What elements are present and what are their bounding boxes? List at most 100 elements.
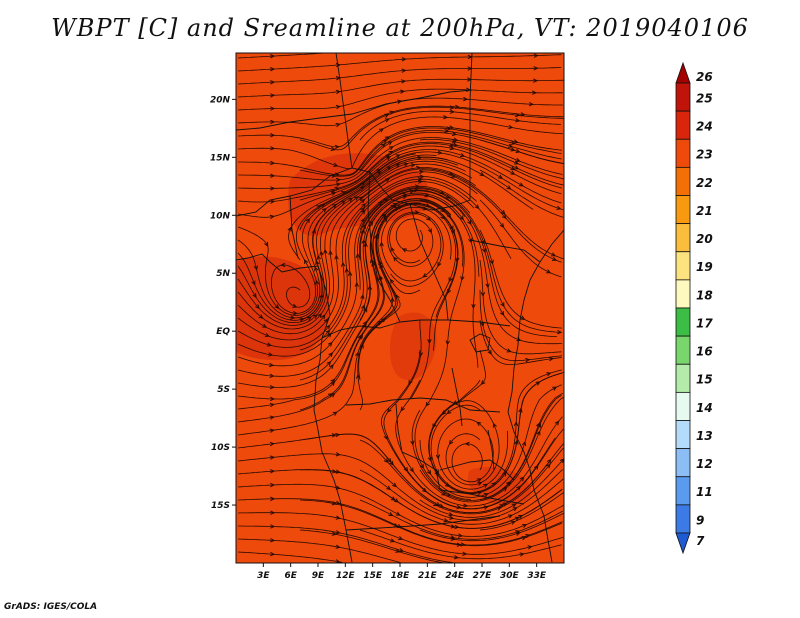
streamline (237, 453, 563, 521)
colorbar-swatch (675, 166, 691, 196)
colorbar-label: 17 (696, 316, 713, 330)
streamline (414, 199, 471, 500)
lat-tick-label: 15S (211, 501, 230, 511)
streamline (479, 139, 564, 165)
border-i (395, 403, 441, 491)
colorbar: 26 25 24 23 22 21 20 19 18 17 16 15 14 13 12 11 9 7 (675, 61, 713, 555)
colorbar-swatch (675, 279, 691, 309)
streamline (299, 143, 563, 201)
streamline (437, 418, 509, 490)
streamline (237, 67, 562, 85)
colorbar-swatch (675, 307, 691, 337)
border-d (367, 171, 401, 323)
streamline (237, 153, 416, 316)
lat-tick-label: 5N (216, 269, 230, 279)
colorbar-swatch (675, 420, 691, 450)
colorbar-label: 19 (696, 260, 713, 274)
lon-tick-label: 9E (312, 571, 325, 581)
colorbar-label: 9 (696, 513, 704, 527)
coastline-east (507, 229, 564, 563)
streamline (299, 106, 564, 151)
colorbar-label: 15 (696, 373, 713, 387)
border-e (409, 203, 449, 321)
colorbar-label: 13 (696, 429, 713, 443)
streamline (299, 200, 464, 411)
border-n (289, 195, 299, 259)
lake-malawi (487, 429, 495, 471)
lake-tanganyika (451, 367, 463, 427)
streamline (419, 513, 564, 542)
credit-text: GrADS: IGES/COLA (4, 602, 98, 612)
colorbar-swatch (675, 138, 691, 168)
country-boundaries (236, 53, 564, 563)
streamline (395, 379, 563, 507)
lon-tick-label: 15E (363, 571, 383, 581)
streamline (299, 127, 562, 177)
colorbar-swatch (675, 223, 691, 253)
streamline (430, 369, 562, 493)
streamline (299, 192, 480, 381)
colorbar-label: 23 (696, 148, 713, 162)
streamline (238, 126, 562, 176)
streamline (419, 458, 564, 518)
streamline (237, 54, 562, 72)
border-o (469, 239, 541, 263)
colorbar-swatch (675, 391, 691, 421)
streamline (237, 198, 452, 400)
colorbar-swatch (675, 476, 691, 506)
streamline (479, 492, 564, 531)
colorbar-swatch (675, 195, 691, 225)
streamline (419, 139, 564, 180)
streamline (237, 538, 401, 563)
streamline (237, 105, 564, 148)
colorbar-label: 20 (696, 232, 713, 246)
streamline-arrow (557, 329, 563, 335)
colorbar-swatch (675, 448, 691, 478)
colorbar-label: 22 (696, 176, 713, 190)
lon-tick-label: 24E (445, 571, 465, 581)
streamline (237, 198, 450, 410)
lat-tick-label: 5S (217, 385, 230, 395)
lon-tick-label: 27E (473, 571, 493, 581)
streamline (359, 130, 562, 171)
border-g (321, 321, 401, 339)
streamline (359, 499, 563, 540)
streamline (237, 181, 475, 357)
streamline (383, 319, 556, 509)
streamline (237, 137, 563, 189)
border-k (345, 515, 501, 531)
colorbar-swatch (675, 251, 691, 281)
streamline (299, 529, 443, 563)
streamline (237, 88, 563, 111)
streamline (359, 529, 562, 560)
streamline (299, 469, 562, 529)
streamline (377, 204, 457, 400)
streamline (237, 498, 563, 546)
streamline (479, 229, 563, 329)
latitude-axis: 20N 15N 10N 5N EQ 5S 10S 15S (210, 95, 236, 511)
lon-tick-label: 3E (257, 571, 270, 581)
streamline (479, 259, 562, 355)
colorbar-swatch (675, 110, 691, 140)
lon-tick-label: 6E (284, 571, 297, 581)
colorbar-swatch (675, 335, 691, 365)
streamline (359, 189, 563, 345)
colorbar-label: 14 (696, 401, 713, 415)
border-l (439, 459, 515, 481)
lat-tick-label: EQ (216, 327, 230, 337)
plot-title: WBPT [C] and Sreamline at 200hPa, VT: 20… (51, 14, 749, 42)
warm-patch-east (389, 312, 437, 381)
streamline (237, 185, 471, 367)
lat-tick-label: 15N (210, 153, 231, 163)
border-c (469, 53, 473, 200)
colorbar-label: 11 (696, 485, 713, 499)
streamlines (237, 53, 564, 563)
colorbar-label: 18 (696, 288, 713, 302)
streamline (299, 433, 564, 514)
streamline (387, 211, 444, 287)
streamline (237, 163, 473, 330)
colorbar-cap-top (675, 61, 691, 84)
streamline (359, 187, 562, 333)
streamline (359, 439, 564, 515)
